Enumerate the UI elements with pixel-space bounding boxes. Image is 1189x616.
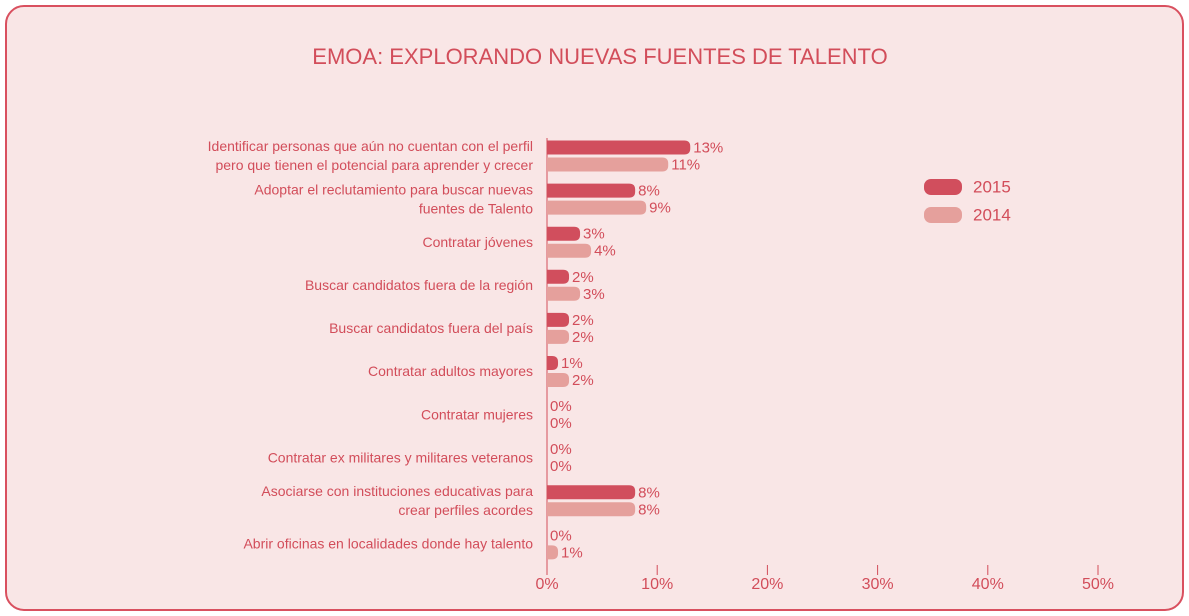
value-label: 8%	[638, 484, 660, 501]
legend-swatch	[924, 207, 962, 223]
x-tick-label: 20%	[751, 576, 783, 593]
bar	[547, 243, 592, 258]
y-tick-label: Abrir oficinas en localidades donde hay …	[243, 536, 533, 552]
value-label: 3%	[583, 286, 605, 303]
value-label: 2%	[572, 372, 594, 389]
bar	[547, 485, 636, 500]
bar	[547, 373, 570, 387]
bar	[547, 356, 559, 370]
legend-label: 2014	[973, 205, 1011, 224]
legend-swatch	[924, 179, 962, 195]
value-label: 2%	[572, 329, 594, 346]
value-label: 11%	[671, 156, 700, 173]
y-tick-label: Contratar jóvenes	[422, 234, 533, 250]
y-tick-label: Buscar candidatos fuera del país	[329, 320, 533, 336]
bar	[547, 140, 691, 155]
value-label: 9%	[649, 200, 671, 217]
bar	[547, 502, 636, 517]
y-tick-label: Contratar mujeres	[421, 406, 533, 422]
bar	[547, 157, 669, 172]
y-tick-label: Asociarse con instituciones educativas p…	[261, 483, 533, 499]
value-label: 2%	[572, 312, 594, 329]
legend-label: 2015	[973, 177, 1011, 196]
value-label: 2%	[572, 269, 594, 286]
bar	[547, 329, 570, 344]
value-label: 0%	[550, 415, 572, 432]
bar	[547, 200, 647, 215]
bar	[547, 183, 636, 198]
y-tick-label: fuentes de Talento	[419, 200, 533, 216]
y-tick-label: Contratar adultos mayores	[368, 363, 533, 379]
value-label: 0%	[550, 458, 572, 475]
bar	[547, 545, 559, 560]
y-tick-label: crear perfiles acordes	[398, 502, 533, 518]
value-label: 3%	[583, 226, 605, 243]
value-label: 8%	[638, 183, 660, 200]
x-tick-label: 50%	[1082, 576, 1114, 593]
x-tick-label: 40%	[972, 576, 1004, 593]
y-tick-label: pero que tienen el potencial para aprend…	[215, 157, 533, 173]
value-label: 8%	[638, 501, 660, 518]
y-tick-label: Adoptar el reclutamiento para buscar nue…	[254, 181, 533, 197]
y-tick-label: Identificar personas que aún no cuentan …	[208, 138, 533, 154]
value-label: 4%	[594, 243, 616, 260]
value-label: 1%	[561, 544, 583, 561]
value-label: 0%	[550, 398, 572, 415]
value-label: 13%	[693, 139, 723, 156]
bar	[547, 226, 581, 241]
bar	[547, 286, 581, 301]
value-label: 0%	[550, 441, 572, 458]
bar	[547, 269, 570, 284]
y-tick-label: Buscar candidatos fuera de la región	[305, 277, 533, 293]
x-tick-label: 30%	[862, 576, 894, 593]
value-label: 0%	[550, 527, 572, 544]
x-tick-label: 0%	[535, 576, 558, 593]
value-label: 1%	[561, 355, 583, 372]
bar	[547, 312, 570, 327]
chart-title: EMOA: EXPLORANDO NUEVAS FUENTES DE TALEN…	[312, 44, 887, 69]
y-tick-label: Contratar ex militares y militares veter…	[268, 449, 533, 465]
chart-frame	[5, 5, 1184, 611]
x-tick-label: 10%	[641, 576, 673, 593]
